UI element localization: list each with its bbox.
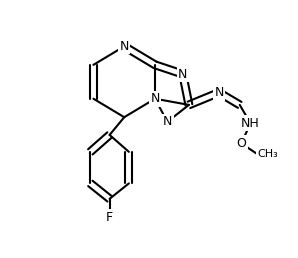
Text: N: N	[119, 40, 129, 53]
Text: F: F	[106, 211, 113, 224]
Text: CH₃: CH₃	[257, 149, 278, 159]
Text: N: N	[214, 86, 224, 99]
Text: N: N	[163, 115, 172, 128]
Text: O: O	[236, 137, 246, 150]
Text: N: N	[150, 92, 160, 105]
Text: N: N	[178, 68, 187, 80]
Text: NH: NH	[241, 117, 260, 130]
